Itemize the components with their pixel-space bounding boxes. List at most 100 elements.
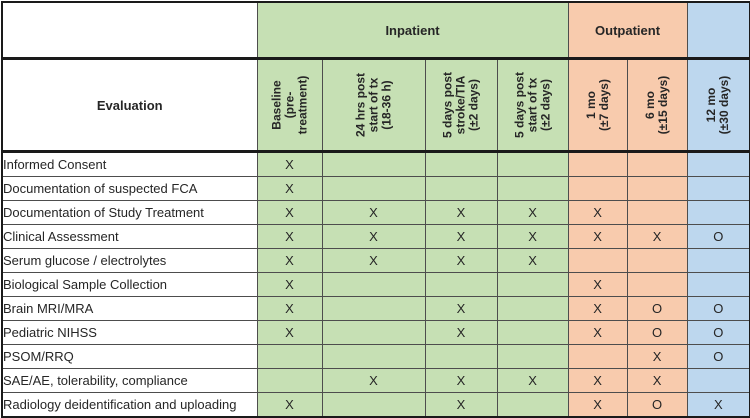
- mark-cell: [496, 272, 569, 297]
- mark-cell: O: [686, 320, 750, 345]
- mark-cell: X: [424, 296, 498, 321]
- mark-cell: X: [496, 248, 569, 273]
- mark-cell: O: [626, 296, 688, 321]
- mark-cell: X: [567, 224, 628, 249]
- column-header-cell: 12 mo (±30 days): [686, 58, 750, 153]
- column-header-cell: 1 mo (±7 days): [567, 58, 628, 153]
- mark-cell: [256, 368, 323, 393]
- mark-cell: [567, 248, 628, 273]
- mark-cell: [424, 176, 498, 201]
- mark-cell: [626, 272, 688, 297]
- group-header-row: Inpatient Outpatient: [1, 1, 750, 60]
- mark-cell: X: [256, 392, 323, 418]
- mark-cell: O: [626, 392, 688, 418]
- mark-cell: O: [686, 296, 750, 321]
- table-row: Radiology deidentification and uploading…: [1, 392, 750, 418]
- mark-cell: X: [256, 248, 323, 273]
- evaluation-header: Evaluation: [1, 58, 258, 153]
- column-header-label: 5 days post stroke/TIA (±2 days): [440, 71, 481, 139]
- column-header-row: Evaluation Baseline (pre- treatment) 24 h…: [1, 58, 750, 153]
- mark-cell: X: [496, 200, 569, 225]
- mark-cell: X: [626, 368, 688, 393]
- mark-cell: X: [321, 200, 426, 225]
- mark-cell: O: [626, 320, 688, 345]
- mark-cell: X: [256, 272, 323, 297]
- row-label: Documentation of Study Treatment: [1, 200, 258, 225]
- mark-cell: [626, 200, 688, 225]
- mark-cell: X: [256, 200, 323, 225]
- rotated-header-wrap: 24 hrs post start of tx (18-36 h): [323, 60, 424, 149]
- mark-cell: X: [496, 368, 569, 393]
- mark-cell: [321, 296, 426, 321]
- mark-cell: [567, 344, 628, 369]
- mark-cell: X: [256, 296, 323, 321]
- mark-cell: [686, 272, 750, 297]
- mark-cell: X: [424, 248, 498, 273]
- mark-cell: O: [686, 344, 750, 369]
- mark-cell: [424, 151, 498, 177]
- mark-cell: [567, 176, 628, 201]
- table-row: Informed Consent X: [1, 151, 750, 177]
- mark-cell: X: [321, 248, 426, 273]
- mark-cell: [496, 176, 569, 201]
- row-label: Biological Sample Collection: [1, 272, 258, 297]
- mark-cell: [321, 320, 426, 345]
- mark-cell: X: [496, 224, 569, 249]
- mark-cell: X: [256, 224, 323, 249]
- mark-cell: [424, 344, 498, 369]
- mark-cell: [567, 151, 628, 177]
- mark-cell: [496, 344, 569, 369]
- mark-cell: [686, 368, 750, 393]
- mark-cell: X: [686, 392, 750, 418]
- table-row: Documentation of Study Treatment X X X X X: [1, 200, 750, 225]
- mark-cell: X: [567, 296, 628, 321]
- mark-cell: X: [626, 344, 688, 369]
- mark-cell: X: [424, 320, 498, 345]
- rotated-header-wrap: 5 days post start of tx (±2 days): [498, 60, 567, 149]
- row-label: Pediatric NIHSS: [1, 320, 258, 345]
- mark-cell: [321, 151, 426, 177]
- mark-cell: X: [567, 368, 628, 393]
- mark-cell: X: [567, 272, 628, 297]
- mark-cell: X: [424, 392, 498, 418]
- mark-cell: X: [626, 224, 688, 249]
- group-header-blank: [686, 1, 750, 60]
- table-row: Serum glucose / electrolytes X X X X: [1, 248, 750, 273]
- mark-cell: [256, 344, 323, 369]
- group-header-outpatient: Outpatient: [567, 1, 688, 60]
- table-row: SAE/AE, tolerability, compliance X X X X X: [1, 368, 750, 393]
- column-header-cell: Baseline (pre- treatment): [256, 58, 323, 153]
- mark-cell: X: [567, 392, 628, 418]
- column-header-label: 12 mo (±30 days): [704, 75, 732, 135]
- rotated-header-wrap: 1 mo (±7 days): [569, 60, 626, 149]
- table-row: Pediatric NIHSS X X X O O: [1, 320, 750, 345]
- column-header-label: 6 mo (±15 days): [643, 75, 671, 135]
- mark-cell: X: [256, 151, 323, 177]
- mark-cell: [686, 200, 750, 225]
- mark-cell: X: [256, 176, 323, 201]
- row-label: PSOM/RRQ: [1, 344, 258, 369]
- row-label: SAE/AE, tolerability, compliance: [1, 368, 258, 393]
- column-header-label: Baseline (pre- treatment): [269, 75, 309, 135]
- mark-cell: X: [424, 224, 498, 249]
- mark-cell: O: [686, 224, 750, 249]
- table-row: Documentation of suspected FCA X: [1, 176, 750, 201]
- row-label: Documentation of suspected FCA: [1, 176, 258, 201]
- mark-cell: [321, 176, 426, 201]
- mark-cell: [321, 392, 426, 418]
- row-label: Clinical Assessment: [1, 224, 258, 249]
- mark-cell: [496, 296, 569, 321]
- mark-cell: [686, 151, 750, 177]
- mark-cell: [626, 248, 688, 273]
- column-header-cell: 6 mo (±15 days): [626, 58, 688, 153]
- rotated-header-wrap: 5 days post stroke/TIA (±2 days): [426, 60, 496, 149]
- column-header-label: 5 days post start of tx (±2 days): [512, 71, 553, 139]
- mark-cell: [626, 151, 688, 177]
- mark-cell: X: [424, 368, 498, 393]
- mark-cell: [424, 272, 498, 297]
- rotated-header-wrap: 6 mo (±15 days): [628, 60, 686, 149]
- column-header-cell: 24 hrs post start of tx (18-36 h): [321, 58, 426, 153]
- group-header-inpatient: Inpatient: [256, 1, 569, 60]
